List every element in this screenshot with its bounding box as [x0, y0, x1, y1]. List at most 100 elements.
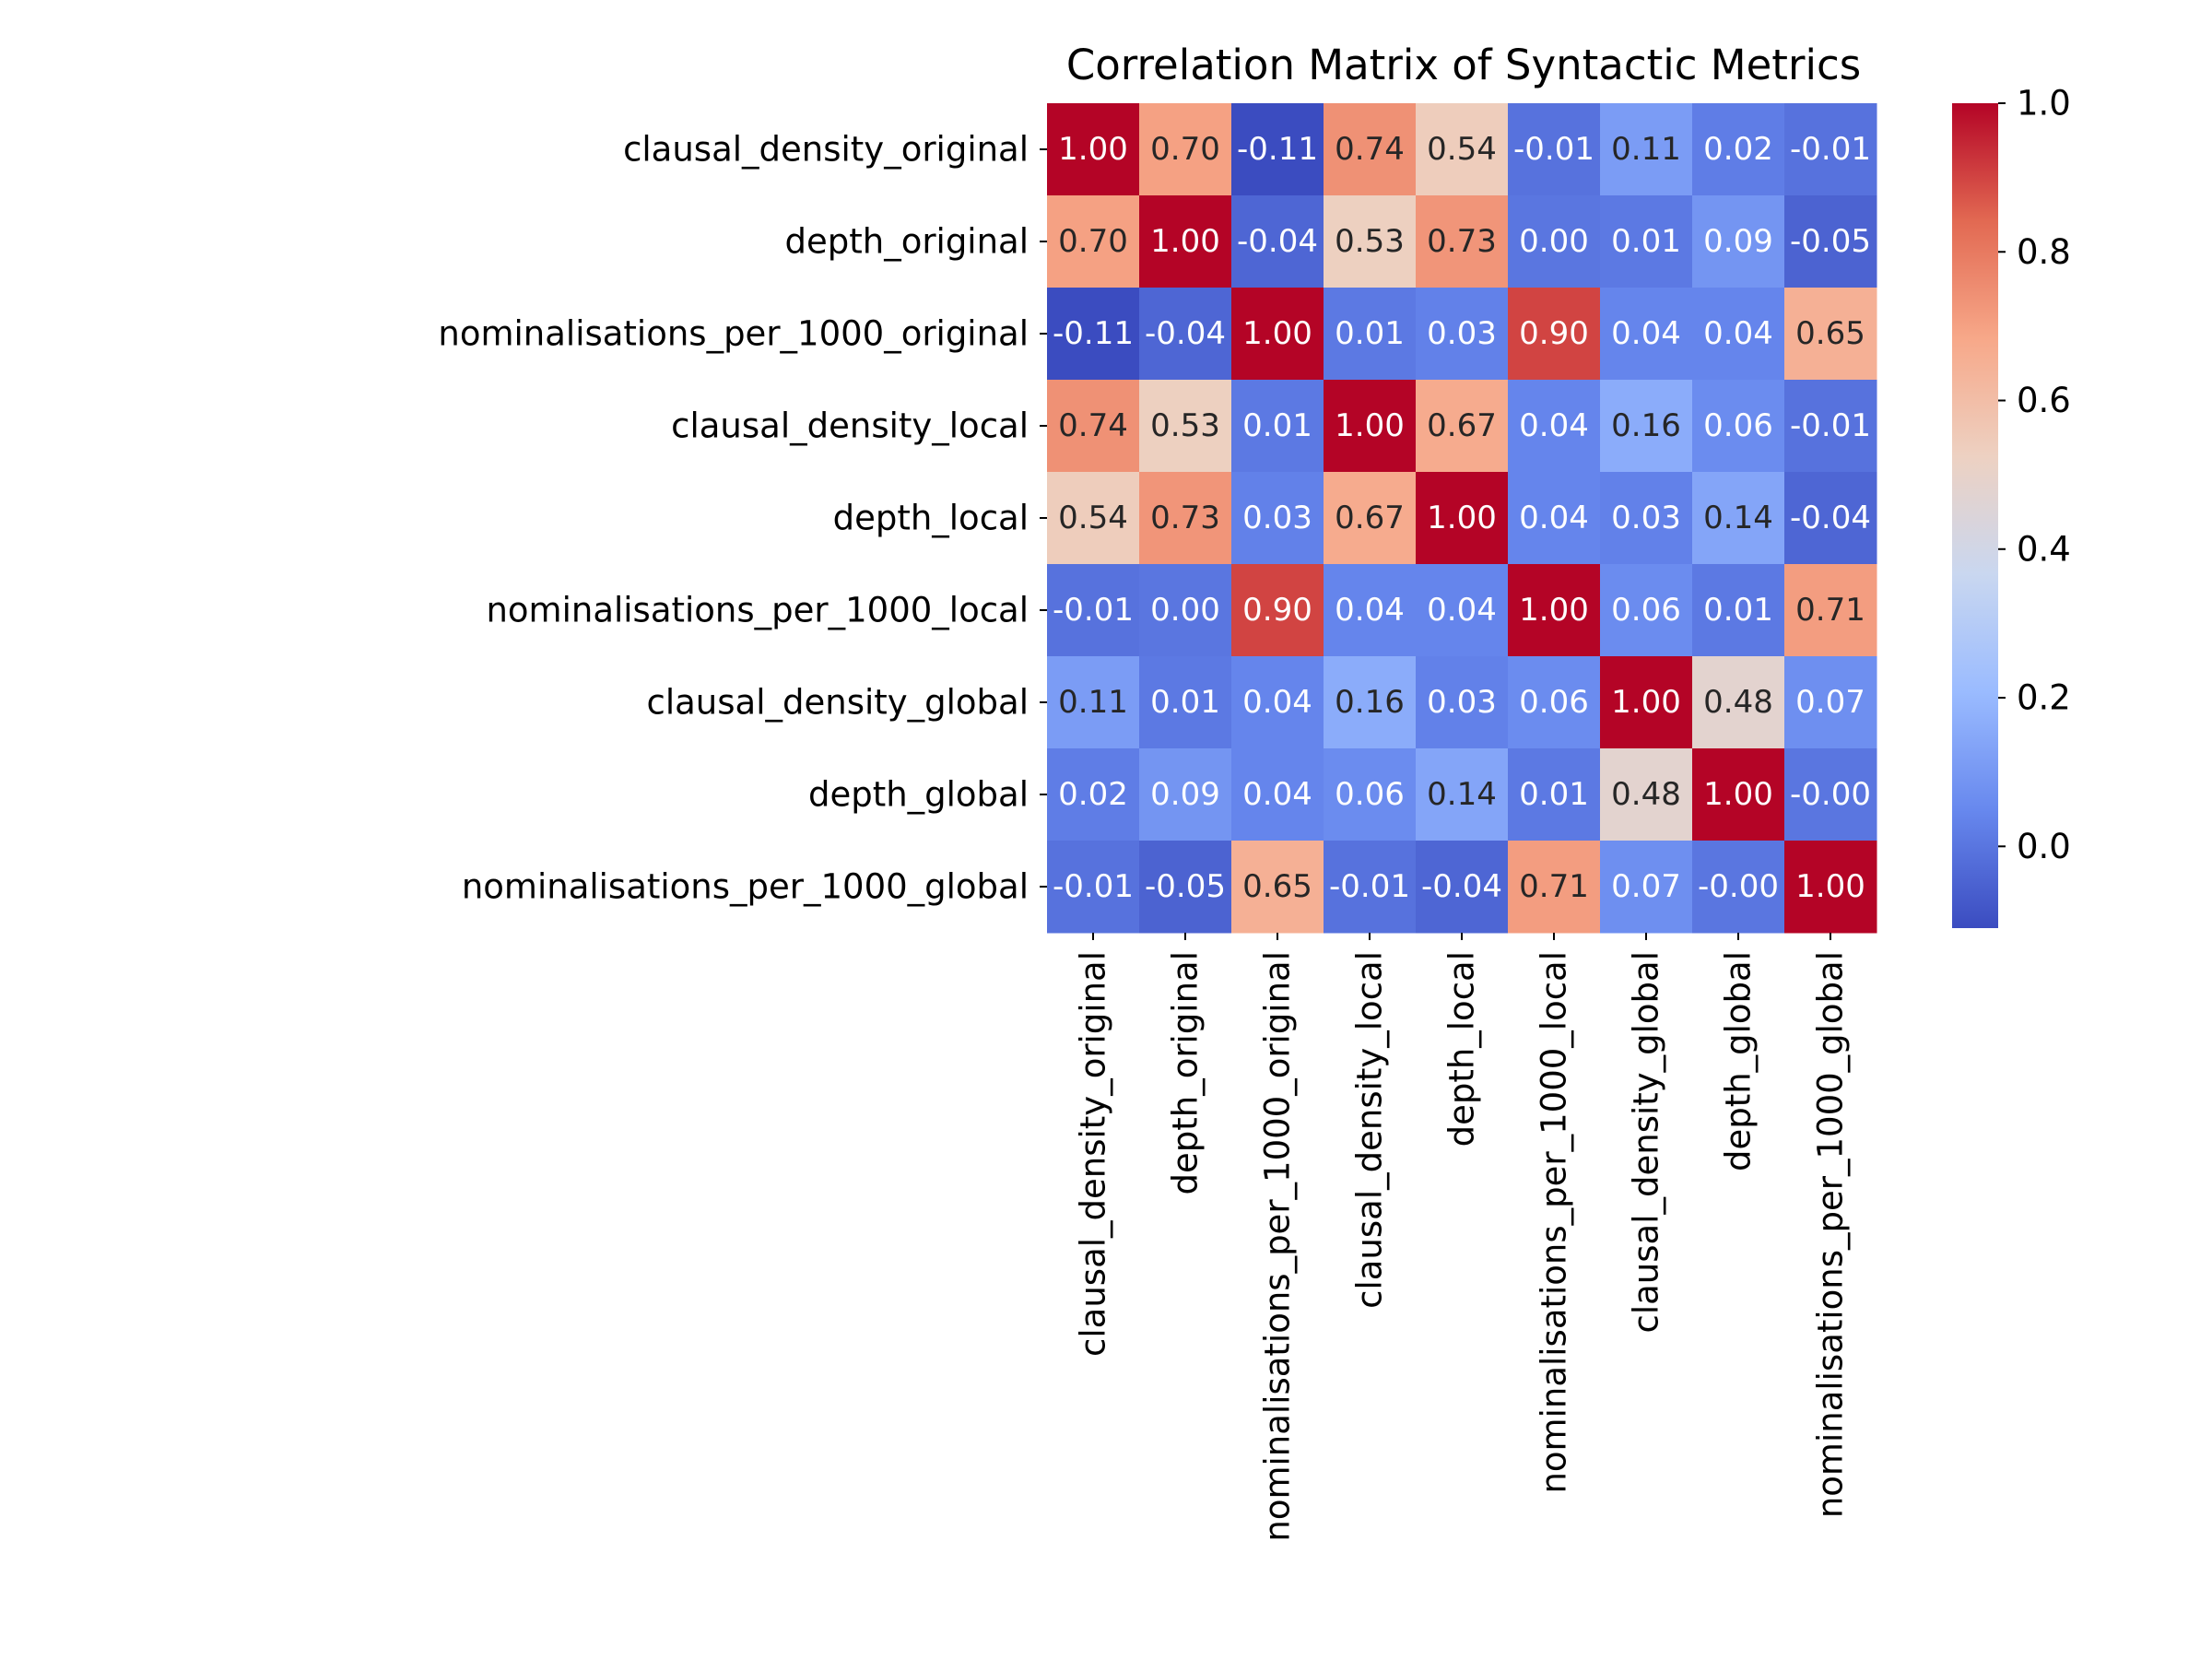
- heatmap-cell-5-5: [1508, 564, 1601, 657]
- heatmap-cell-6-7: [1692, 656, 1785, 749]
- cell-value-label-6-2: 0.04: [1242, 684, 1312, 721]
- heatmap-cell-7-8: [1784, 748, 1877, 841]
- cell-value-label-3-2: 0.01: [1242, 407, 1312, 444]
- heatmap-cell-8-3: [1324, 841, 1417, 934]
- heatmap-cell-1-2: [1231, 195, 1324, 288]
- heatmap-cell-0-2: [1231, 103, 1324, 196]
- heatmap-cell-3-4: [1416, 380, 1509, 473]
- cell-value-label-5-0: -0.01: [1053, 592, 1134, 629]
- cell-value-label-2-2: 1.00: [1242, 315, 1312, 352]
- heatmap-cell-1-7: [1692, 195, 1785, 288]
- heatmap-cell-1-6: [1600, 195, 1693, 288]
- cell-value-label-1-2: -0.04: [1237, 223, 1318, 260]
- cell-value-label-7-8: -0.00: [1790, 776, 1871, 813]
- cell-value-label-6-5: 0.06: [1519, 684, 1589, 721]
- cell-value-label-2-7: 0.04: [1703, 315, 1773, 352]
- heatmap-cell-0-4: [1416, 103, 1509, 196]
- cell-value-label-8-2: 0.65: [1242, 868, 1312, 905]
- cell-value-label-7-5: 0.01: [1519, 776, 1589, 813]
- cell-value-label-8-0: -0.01: [1053, 868, 1134, 905]
- heatmap-cell-3-8: [1784, 380, 1877, 473]
- colorbar-tick-label-5: 1.0: [2017, 84, 2071, 124]
- cell-value-label-1-0: 0.70: [1058, 223, 1128, 260]
- heatmap-cell-2-8: [1784, 288, 1877, 381]
- cell-value-label-6-3: 0.16: [1335, 684, 1405, 721]
- cell-value-label-5-7: 0.01: [1703, 592, 1773, 629]
- cell-value-label-5-5: 1.00: [1519, 592, 1589, 629]
- heatmap-cell-labels: 1.00 0.70 -0.11 0.74 0.54 -0.01 0.11 0.02 -0.01 0…: [1053, 131, 1871, 905]
- colorbar-tick-label-0: 0.0: [2017, 827, 2071, 866]
- cell-value-label-0-4: 0.54: [1427, 131, 1497, 168]
- heatmap-cell-4-4: [1416, 472, 1509, 565]
- colorbar-tick-label-3: 0.6: [2017, 381, 2071, 420]
- cell-value-label-8-6: 0.07: [1611, 868, 1681, 905]
- cell-value-label-4-1: 0.73: [1150, 500, 1220, 536]
- x-tick-label-7: depth_global: [1719, 951, 1759, 1171]
- heatmap-cell-1-0: [1047, 195, 1140, 288]
- cell-value-label-5-1: 0.00: [1150, 592, 1220, 629]
- heatmap-cell-8-7: [1692, 841, 1785, 934]
- cell-value-label-2-6: 0.04: [1611, 315, 1681, 352]
- colorbar: 0.0 0.2 0.4 0.6 0.8 1.0: [1952, 84, 2071, 928]
- heatmap-cell-8-8: [1784, 841, 1877, 934]
- heatmap-cell-8-2: [1231, 841, 1324, 934]
- x-tick-label-0: clausal_density_original: [1074, 951, 1113, 1357]
- x-tick-label-1: depth_original: [1166, 951, 1206, 1195]
- heatmap-cell-7-2: [1231, 748, 1324, 841]
- y-tick-label-3: clausal_density_local: [671, 406, 1029, 446]
- cell-value-label-4-7: 0.14: [1703, 500, 1773, 536]
- heatmap-cell-8-1: [1139, 841, 1232, 934]
- cell-value-label-2-1: -0.04: [1145, 315, 1226, 352]
- heatmap-cell-8-4: [1416, 841, 1509, 934]
- heatmap-cell-3-5: [1508, 380, 1601, 473]
- cell-value-label-6-6: 1.00: [1611, 684, 1681, 721]
- heatmap-cell-6-6: [1600, 656, 1693, 749]
- heatmap-cell-5-2: [1231, 564, 1324, 657]
- cell-value-label-6-1: 0.01: [1150, 684, 1220, 721]
- heatmap-cell-0-5: [1508, 103, 1601, 196]
- cell-value-label-0-0: 1.00: [1058, 131, 1128, 168]
- cell-value-label-4-4: 1.00: [1427, 500, 1497, 536]
- heatmap-cell-6-8: [1784, 656, 1877, 749]
- heatmap-cell-1-4: [1416, 195, 1509, 288]
- colorbar-tick-label-4: 0.8: [2017, 232, 2071, 272]
- cell-value-label-8-3: -0.01: [1329, 868, 1410, 905]
- cell-value-label-3-3: 1.00: [1335, 407, 1405, 444]
- heatmap-cell-6-2: [1231, 656, 1324, 749]
- cell-value-label-2-5: 0.90: [1519, 315, 1589, 352]
- heatmap-cell-6-0: [1047, 656, 1140, 749]
- cell-value-label-3-0: 0.74: [1058, 407, 1128, 444]
- heatmap-cell-5-4: [1416, 564, 1509, 657]
- cell-value-label-2-4: 0.03: [1427, 315, 1497, 352]
- cell-value-label-5-6: 0.06: [1611, 592, 1681, 629]
- cell-value-label-8-1: -0.05: [1145, 868, 1226, 905]
- heatmap-cell-7-6: [1600, 748, 1693, 841]
- heatmap-cell-2-5: [1508, 288, 1601, 381]
- heatmap-cell-7-4: [1416, 748, 1509, 841]
- cell-value-label-3-8: -0.01: [1790, 407, 1871, 444]
- cell-value-label-2-8: 0.65: [1795, 315, 1865, 352]
- heatmap-cell-4-6: [1600, 472, 1693, 565]
- heatmap-cell-0-3: [1324, 103, 1417, 196]
- heatmap-cells: [1047, 103, 1877, 934]
- cell-value-label-5-4: 0.04: [1427, 592, 1497, 629]
- heatmap-cell-7-3: [1324, 748, 1417, 841]
- heatmap-cell-1-5: [1508, 195, 1601, 288]
- cell-value-label-8-5: 0.71: [1519, 868, 1589, 905]
- cell-value-label-7-7: 1.00: [1703, 776, 1773, 813]
- y-tick-label-1: depth_original: [785, 222, 1030, 262]
- heatmap-cell-3-7: [1692, 380, 1785, 473]
- cell-value-label-6-7: 0.48: [1703, 684, 1773, 721]
- cell-value-label-5-3: 0.04: [1335, 592, 1405, 629]
- cell-value-label-1-7: 0.09: [1703, 223, 1773, 260]
- y-tick-label-6: clausal_density_global: [647, 683, 1029, 723]
- colorbar-tick-label-1: 0.2: [2017, 678, 2071, 718]
- heatmap-cell-1-8: [1784, 195, 1877, 288]
- heatmap-cell-4-7: [1692, 472, 1785, 565]
- cell-value-label-2-0: -0.11: [1053, 315, 1134, 352]
- cell-value-label-5-2: 0.90: [1242, 592, 1312, 629]
- cell-value-label-4-0: 0.54: [1058, 500, 1128, 536]
- cell-value-label-8-8: 1.00: [1795, 868, 1865, 905]
- heatmap-cell-3-0: [1047, 380, 1140, 473]
- heatmap-cell-4-5: [1508, 472, 1601, 565]
